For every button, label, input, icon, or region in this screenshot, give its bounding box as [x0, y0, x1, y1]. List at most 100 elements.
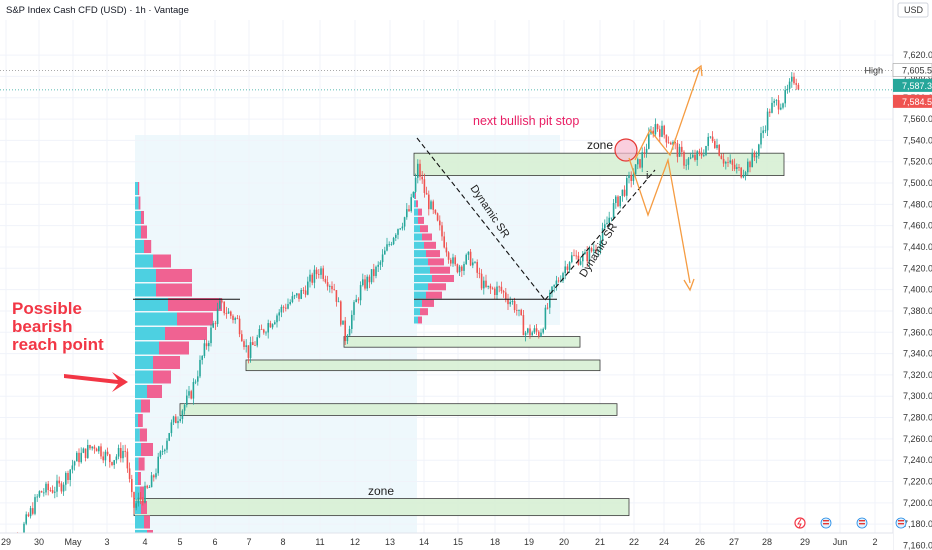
zone-rect [245, 359, 601, 372]
bearish-projection [628, 157, 691, 284]
candle-body [164, 449, 166, 452]
candle-body [606, 222, 608, 225]
time-tick-label: 27 [729, 537, 739, 547]
candle-body [619, 196, 621, 207]
candle-body [758, 144, 760, 156]
candle-body [579, 261, 582, 265]
candle-body [104, 451, 107, 461]
candle-body [329, 286, 331, 287]
candle-body [681, 146, 683, 152]
grid-lines [0, 20, 893, 546]
candle-body [51, 490, 54, 493]
candle-body [562, 273, 564, 281]
candle-body [652, 130, 654, 135]
candle-body [522, 315, 525, 336]
price-tick-label: 7,260.00 [903, 434, 932, 444]
candle-body [641, 152, 643, 168]
candle-body [419, 163, 421, 177]
candle-body [434, 209, 437, 214]
candle-body [289, 301, 291, 305]
vp-buy-bar [414, 308, 420, 316]
vp-sell-bar [153, 356, 180, 369]
candle-body [384, 250, 386, 255]
vp-buy-bar [414, 275, 432, 282]
time-tick-label: 30 [34, 537, 44, 547]
candle-body [392, 237, 395, 245]
candle-body [780, 107, 782, 110]
candle-body [381, 254, 384, 263]
time-tick-label: 29 [800, 537, 810, 547]
candle-body [25, 514, 27, 524]
vp-buy-bar [135, 211, 141, 224]
candle-body [797, 84, 800, 90]
vp-sell-bar [177, 312, 213, 326]
candle-body [344, 320, 346, 342]
vp-sell-bar [138, 472, 141, 485]
candle-body [98, 446, 100, 452]
vp-sell-bar [422, 299, 434, 307]
price-tick-label: 7,200.00 [903, 498, 932, 508]
candle-body [590, 248, 593, 252]
candle-body [725, 162, 727, 164]
candle-body [311, 274, 313, 283]
candle-body [395, 234, 397, 238]
candle-body [364, 279, 366, 289]
candle-body [133, 492, 135, 508]
candle-body [472, 262, 474, 266]
time-tick-label: 22 [629, 537, 639, 547]
candle-body [703, 155, 705, 156]
candle-body [71, 465, 74, 470]
candle-body [478, 272, 481, 274]
candle-body [643, 152, 646, 154]
candle-body [516, 310, 518, 311]
candle-body [762, 130, 764, 134]
high-value: 7,605.51 [902, 66, 932, 76]
candle-body [410, 197, 412, 212]
candle-body [608, 217, 610, 223]
candle-body [87, 445, 89, 458]
time-tick-label: 20 [559, 537, 569, 547]
candle-body [302, 290, 305, 291]
candle-body [571, 255, 573, 263]
candle-body [375, 266, 377, 277]
candle-body [617, 196, 619, 207]
candle-body [637, 159, 639, 165]
candle-body [203, 343, 206, 356]
candle-body [775, 100, 778, 102]
zone-rect [179, 403, 618, 416]
candle-body [298, 293, 300, 299]
candle-body [505, 292, 507, 299]
candle-body [604, 224, 606, 229]
candle-body [458, 266, 461, 273]
candle-body [161, 451, 164, 452]
candle-body [342, 320, 344, 325]
candle-body [749, 161, 751, 168]
candle-body [111, 462, 113, 465]
candle-body [793, 76, 795, 84]
candle-body [300, 290, 302, 299]
candle-body [106, 451, 109, 455]
candle-body [480, 273, 483, 289]
candle-body [353, 302, 355, 315]
candle-body [425, 192, 428, 195]
candle-body [509, 301, 511, 305]
candle-body [441, 225, 443, 237]
candle-body [117, 448, 120, 457]
candle-body [73, 461, 76, 466]
candle-body [747, 161, 749, 173]
candle-body [663, 125, 665, 135]
candle-body [304, 290, 307, 295]
candle-body [428, 194, 430, 210]
candle-body [170, 422, 173, 434]
vp-buy-bar [135, 399, 141, 413]
candle-body [667, 142, 670, 144]
price-tick-label: 7,360.00 [903, 327, 932, 337]
candle-body [553, 284, 555, 287]
event-flag-stripe [898, 520, 904, 522]
time-tick-label: 13 [385, 537, 395, 547]
candle-body [326, 282, 329, 287]
vp-sell-bar [422, 233, 432, 241]
candle-body [153, 475, 155, 478]
time-tick-label: 26 [695, 537, 705, 547]
